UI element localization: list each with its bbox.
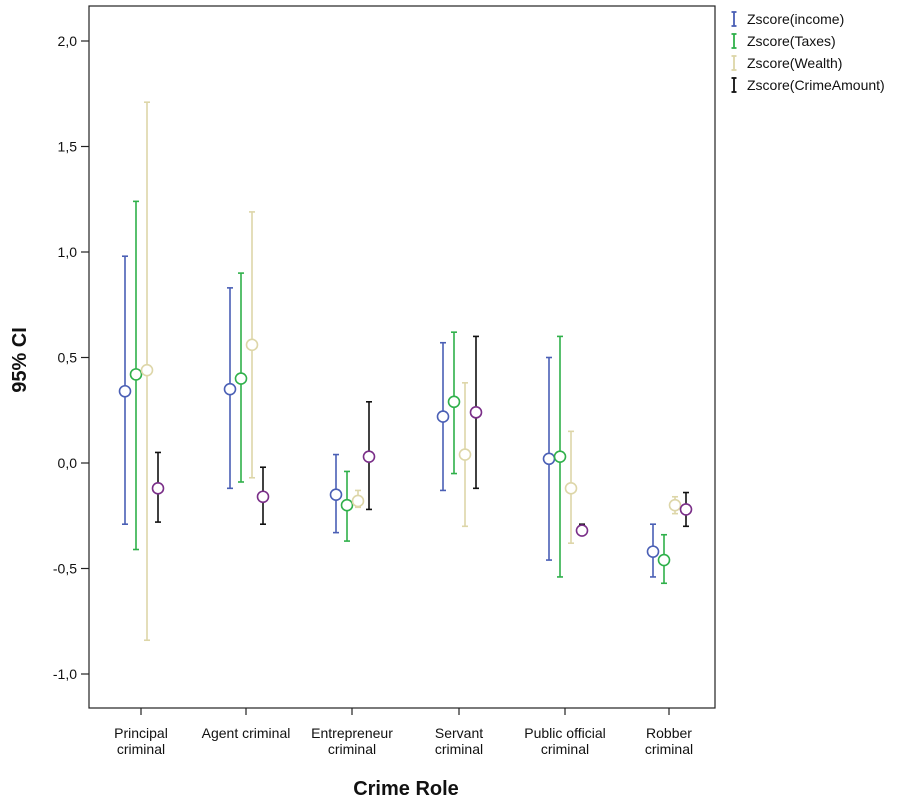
- mean-marker: [351, 494, 365, 508]
- legend-label: Zscore(CrimeAmount): [747, 77, 885, 93]
- x-tick-label: Servant criminal: [435, 725, 483, 757]
- y-tick-label: 1,0: [58, 244, 78, 260]
- mean-marker: [469, 406, 483, 419]
- mean-marker: [447, 395, 461, 409]
- x-tick-label-line: criminal: [328, 741, 376, 757]
- x-tick-label: Agent criminal: [202, 725, 291, 741]
- mean-marker: [245, 338, 259, 352]
- x-tick-label-line: Servant: [435, 725, 483, 741]
- x-tick-label: Robber criminal: [645, 725, 693, 757]
- mean-marker: [362, 450, 376, 463]
- mean-marker: [129, 368, 143, 381]
- y-tick-label: 0,0: [58, 455, 78, 471]
- legend-label: Zscore(Taxes): [747, 33, 836, 49]
- x-tick-label-line: criminal: [435, 741, 483, 757]
- y-tick-label: 0,5: [58, 350, 78, 366]
- mean-marker: [668, 498, 682, 512]
- mean-marker: [679, 503, 693, 516]
- mean-marker: [340, 498, 354, 512]
- legend-label: Zscore(Wealth): [747, 55, 842, 71]
- mean-marker: [118, 384, 132, 398]
- legend-label: Zscore(income): [747, 11, 844, 27]
- mean-marker: [646, 545, 660, 558]
- mean-marker: [256, 490, 270, 504]
- mean-marker: [151, 482, 165, 495]
- x-tick-label-line: criminal: [541, 741, 589, 757]
- series-Zscore(Wealth): [140, 101, 682, 642]
- mean-marker: [140, 363, 154, 377]
- mean-marker: [458, 448, 472, 461]
- x-tick-label: Public official criminal: [524, 725, 605, 757]
- y-axis-title: 95% CI: [9, 327, 31, 393]
- x-tick-label-line: criminal: [645, 741, 693, 757]
- x-tick-label-line: Public official: [524, 725, 605, 741]
- x-tick-label-line: Agent criminal: [202, 725, 291, 741]
- x-tick-label-line: criminal: [117, 741, 165, 757]
- x-axis-title: Crime Role: [353, 778, 459, 800]
- x-tick-label-line: Entrepreneur: [311, 725, 393, 741]
- mean-marker: [329, 488, 343, 501]
- y-tick-label: 1,5: [58, 139, 78, 155]
- x-tick-label-line: Robber: [646, 725, 692, 741]
- y-tick-label: -0,5: [53, 561, 77, 577]
- y-tick-label: 2,0: [58, 33, 78, 49]
- mean-marker: [657, 553, 671, 567]
- y-axis: 2,0 1,5 1,0 0,5 0,0 -0,5 -1,0: [53, 33, 89, 682]
- series-Zscore(CrimeAmount): [151, 335, 693, 537]
- mean-marker: [436, 410, 450, 423]
- x-tick-label-line: Principal: [114, 725, 168, 741]
- mean-marker: [553, 450, 567, 463]
- x-tick-label: Entrepreneur criminal: [311, 725, 393, 757]
- mean-marker: [564, 482, 578, 495]
- series-Zscore(Taxes): [129, 200, 671, 585]
- mean-marker: [234, 372, 248, 385]
- mean-marker: [575, 524, 589, 537]
- y-tick-label: -1,0: [53, 666, 77, 682]
- legend: Zscore(income) Zscore(Taxes) Zscore(Wealth…: [731, 11, 885, 93]
- plot-frame: [88, 5, 716, 709]
- x-tick-label: Principal criminal: [114, 725, 168, 757]
- mean-marker: [223, 382, 237, 396]
- series-layer: [118, 101, 693, 642]
- mean-marker: [542, 452, 556, 466]
- series-Zscore(income): [118, 255, 660, 578]
